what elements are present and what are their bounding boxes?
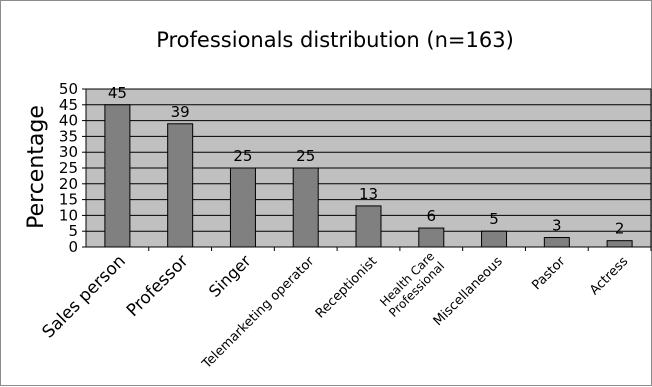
bar xyxy=(229,167,256,248)
y-tick-label: 5 xyxy=(68,222,78,240)
x-tick-label: Telemarketing operator xyxy=(199,254,318,373)
x-tick-label: Professor xyxy=(123,251,193,321)
y-tick-label: 20 xyxy=(59,175,78,193)
bar xyxy=(167,123,194,248)
data-label: 13 xyxy=(359,185,378,203)
data-label: 5 xyxy=(489,210,499,228)
y-tick-label: 15 xyxy=(59,191,78,209)
y-tick-label: 40 xyxy=(59,112,78,130)
data-label: 3 xyxy=(552,217,562,235)
x-tick-label: Receptionist xyxy=(313,254,380,321)
y-tick-label: 50 xyxy=(59,80,78,98)
x-tick-label-line: Pastor xyxy=(529,254,569,294)
bar xyxy=(606,240,633,248)
x-tick-label-line: Sales person xyxy=(39,251,130,342)
y-axis-label: Percentage xyxy=(24,105,49,229)
y-tick-label: 0 xyxy=(68,238,78,256)
x-tick-label: Actress xyxy=(587,254,631,298)
x-tick-label-line: Professor xyxy=(123,251,193,321)
bar xyxy=(481,230,508,248)
data-label: 25 xyxy=(296,147,315,165)
x-tick-label-line: Singer xyxy=(205,251,255,301)
x-tick-label-line: Receptionist xyxy=(313,254,380,321)
chart-title: Professionals distribution (n=163) xyxy=(156,28,514,52)
x-tick-label-line: Actress xyxy=(587,254,631,298)
data-label: 25 xyxy=(233,147,252,165)
bar xyxy=(104,104,131,248)
y-tick-label: 10 xyxy=(59,206,78,224)
y-tick-label: 35 xyxy=(59,127,78,145)
data-label: 39 xyxy=(171,103,190,121)
data-label: 45 xyxy=(108,84,127,102)
data-label: 6 xyxy=(427,207,437,225)
y-tick-label: 30 xyxy=(59,143,78,161)
data-label: 2 xyxy=(615,220,625,238)
bar xyxy=(292,167,319,248)
x-tick-label: Singer xyxy=(205,251,255,301)
x-tick-label: Pastor xyxy=(529,254,569,294)
bar xyxy=(355,205,382,248)
bar xyxy=(418,227,445,248)
x-tick-label: Health CareProfessional xyxy=(376,249,447,320)
x-tick-label-line: Telemarketing operator xyxy=(199,254,318,373)
y-tick-label: 45 xyxy=(59,96,78,114)
y-tick-label: 25 xyxy=(59,159,78,177)
x-tick-label: Sales person xyxy=(39,251,130,342)
bar xyxy=(543,237,570,248)
